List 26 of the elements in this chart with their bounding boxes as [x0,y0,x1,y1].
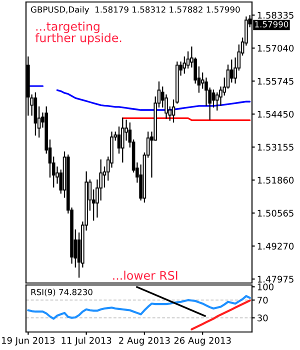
candlestick [117,126,121,154]
y-tick-label: 1.57040 [258,44,294,52]
x-tick-label: 2 Aug 2013 [119,337,170,346]
y-tick-label: 1.50565 [258,210,294,217]
y-tick-label: 30 [258,314,268,322]
y-tick-label: 1.51860 [258,176,294,184]
text: 1.57990 [255,21,288,28]
y-tick-label: 1.53155 [258,144,294,151]
line-series [190,299,251,330]
y-tick-label: 70 [258,296,268,304]
x-tick-label: 19 Jun 2013 [2,337,55,346]
y-tick-label: 1.58335 [258,12,294,19]
annotation: ...lower RSI [113,270,178,280]
y-tick-label: 1.49270 [258,242,294,250]
y-tick-label: 1.54450 [258,110,294,118]
x-tick-label: 26 Aug 2013 [174,337,231,346]
annotation: ...targeting further upside. [35,22,122,45]
y-tick-label: 1.47975 [258,276,294,283]
candlestick [121,118,124,163]
y-tick-label: 100 [258,284,274,290]
line-series [27,295,251,320]
candlestick [212,90,216,108]
chart-title: GBPUSD,Daily 1.58179 1.58312 1.57882 1.57990 [30,6,240,14]
x-tick-label: 11 Jul 2013 [62,336,112,346]
chart-title: RSI(9) 74.8230 [31,288,92,296]
y-tick-label: 1.55745 [258,78,294,85]
